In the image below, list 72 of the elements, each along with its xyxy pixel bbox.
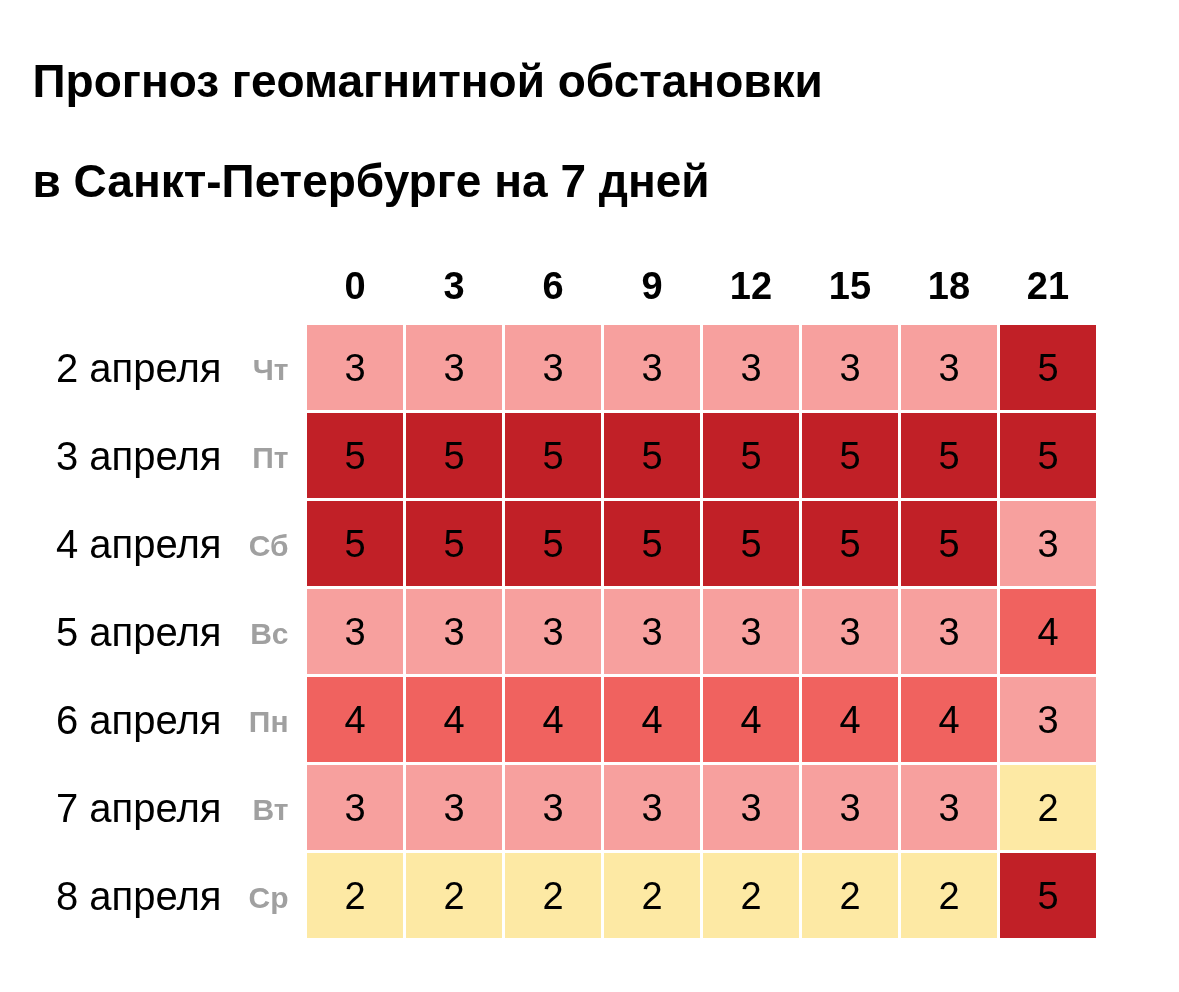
data-label: 4 [443, 699, 465, 741]
data-label: 5 [938, 523, 960, 565]
x-tick-label: 9 [641, 265, 663, 307]
data-label: 3 [443, 787, 465, 829]
data-label: 3 [740, 787, 762, 829]
data-label: 3 [542, 611, 564, 653]
data-label: 5 [1037, 435, 1059, 477]
data-label: 3 [542, 347, 564, 389]
y-tick-label: 5 апреля Вс [55, 609, 289, 654]
data-label: 5 [542, 523, 564, 565]
data-label: 4 [1037, 611, 1059, 653]
data-label: 5 [344, 523, 366, 565]
data-label: 3 [740, 611, 762, 653]
data-label: 2 [1037, 787, 1059, 829]
data-label: 3 [344, 347, 366, 389]
data-label: 5 [641, 523, 663, 565]
y-tick-label: 2 апреля Чт [55, 345, 289, 390]
x-tick-label: 0 [344, 265, 366, 307]
data-label: 2 [938, 875, 960, 917]
y-tick-label: 8 апреля Ср [55, 873, 289, 918]
data-label: 3 [344, 611, 366, 653]
data-label: 4 [740, 699, 762, 741]
y-tick-label: 6 апреля Пн [55, 697, 289, 742]
data-label: 5 [641, 435, 663, 477]
data-label: 2 [839, 875, 861, 917]
data-label: 5 [839, 435, 861, 477]
chart-title: Прогноз геомагнитной обстановки в Санкт-Петербурге на 7 дней [32, 54, 823, 207]
x-tick-label: 6 [542, 265, 564, 307]
y-tick-label: 3 апреля Пт [55, 433, 289, 478]
data-label: 2 [443, 875, 465, 917]
data-label: 3 [641, 787, 663, 829]
data-label: 2 [542, 875, 564, 917]
data-label: 5 [839, 523, 861, 565]
x-tick-label: 15 [828, 265, 872, 307]
data-label: 5 [740, 435, 762, 477]
data-label: 3 [1037, 699, 1059, 741]
data-label: 2 [641, 875, 663, 917]
data-label: 3 [542, 787, 564, 829]
data-label: 3 [839, 611, 861, 653]
data-label: 2 [740, 875, 762, 917]
data-label: 5 [740, 523, 762, 565]
data-label: 5 [443, 523, 465, 565]
data-label: 3 [443, 611, 465, 653]
data-label: 4 [938, 699, 960, 741]
data-label: 4 [344, 699, 366, 741]
data-label: 4 [542, 699, 564, 741]
data-label: 3 [443, 347, 465, 389]
x-tick-label: 3 [443, 265, 465, 307]
data-label: 5 [1037, 347, 1059, 389]
x-tick-label: 21 [1026, 265, 1070, 307]
data-label: 5 [344, 435, 366, 477]
y-tick-label: 7 апреля Вт [55, 785, 289, 830]
x-tick-label: 12 [729, 265, 773, 307]
data-label: 3 [839, 347, 861, 389]
data-label: 2 [344, 875, 366, 917]
data-label: 3 [641, 611, 663, 653]
data-label: 3 [938, 787, 960, 829]
data-label: 5 [443, 435, 465, 477]
data-label: 3 [938, 611, 960, 653]
data-label: 3 [740, 347, 762, 389]
data-label: 5 [1037, 875, 1059, 917]
data-label: 4 [641, 699, 663, 741]
data-label: 5 [938, 435, 960, 477]
data-label: 3 [641, 347, 663, 389]
data-label: 3 [839, 787, 861, 829]
data-label: 3 [344, 787, 366, 829]
y-tick-label: 4 апреля Сб [55, 521, 289, 566]
data-label: 3 [1037, 523, 1059, 565]
data-label: 5 [542, 435, 564, 477]
data-label: 4 [839, 699, 861, 741]
x-tick-label: 18 [927, 265, 971, 307]
data-label: 3 [938, 347, 960, 389]
